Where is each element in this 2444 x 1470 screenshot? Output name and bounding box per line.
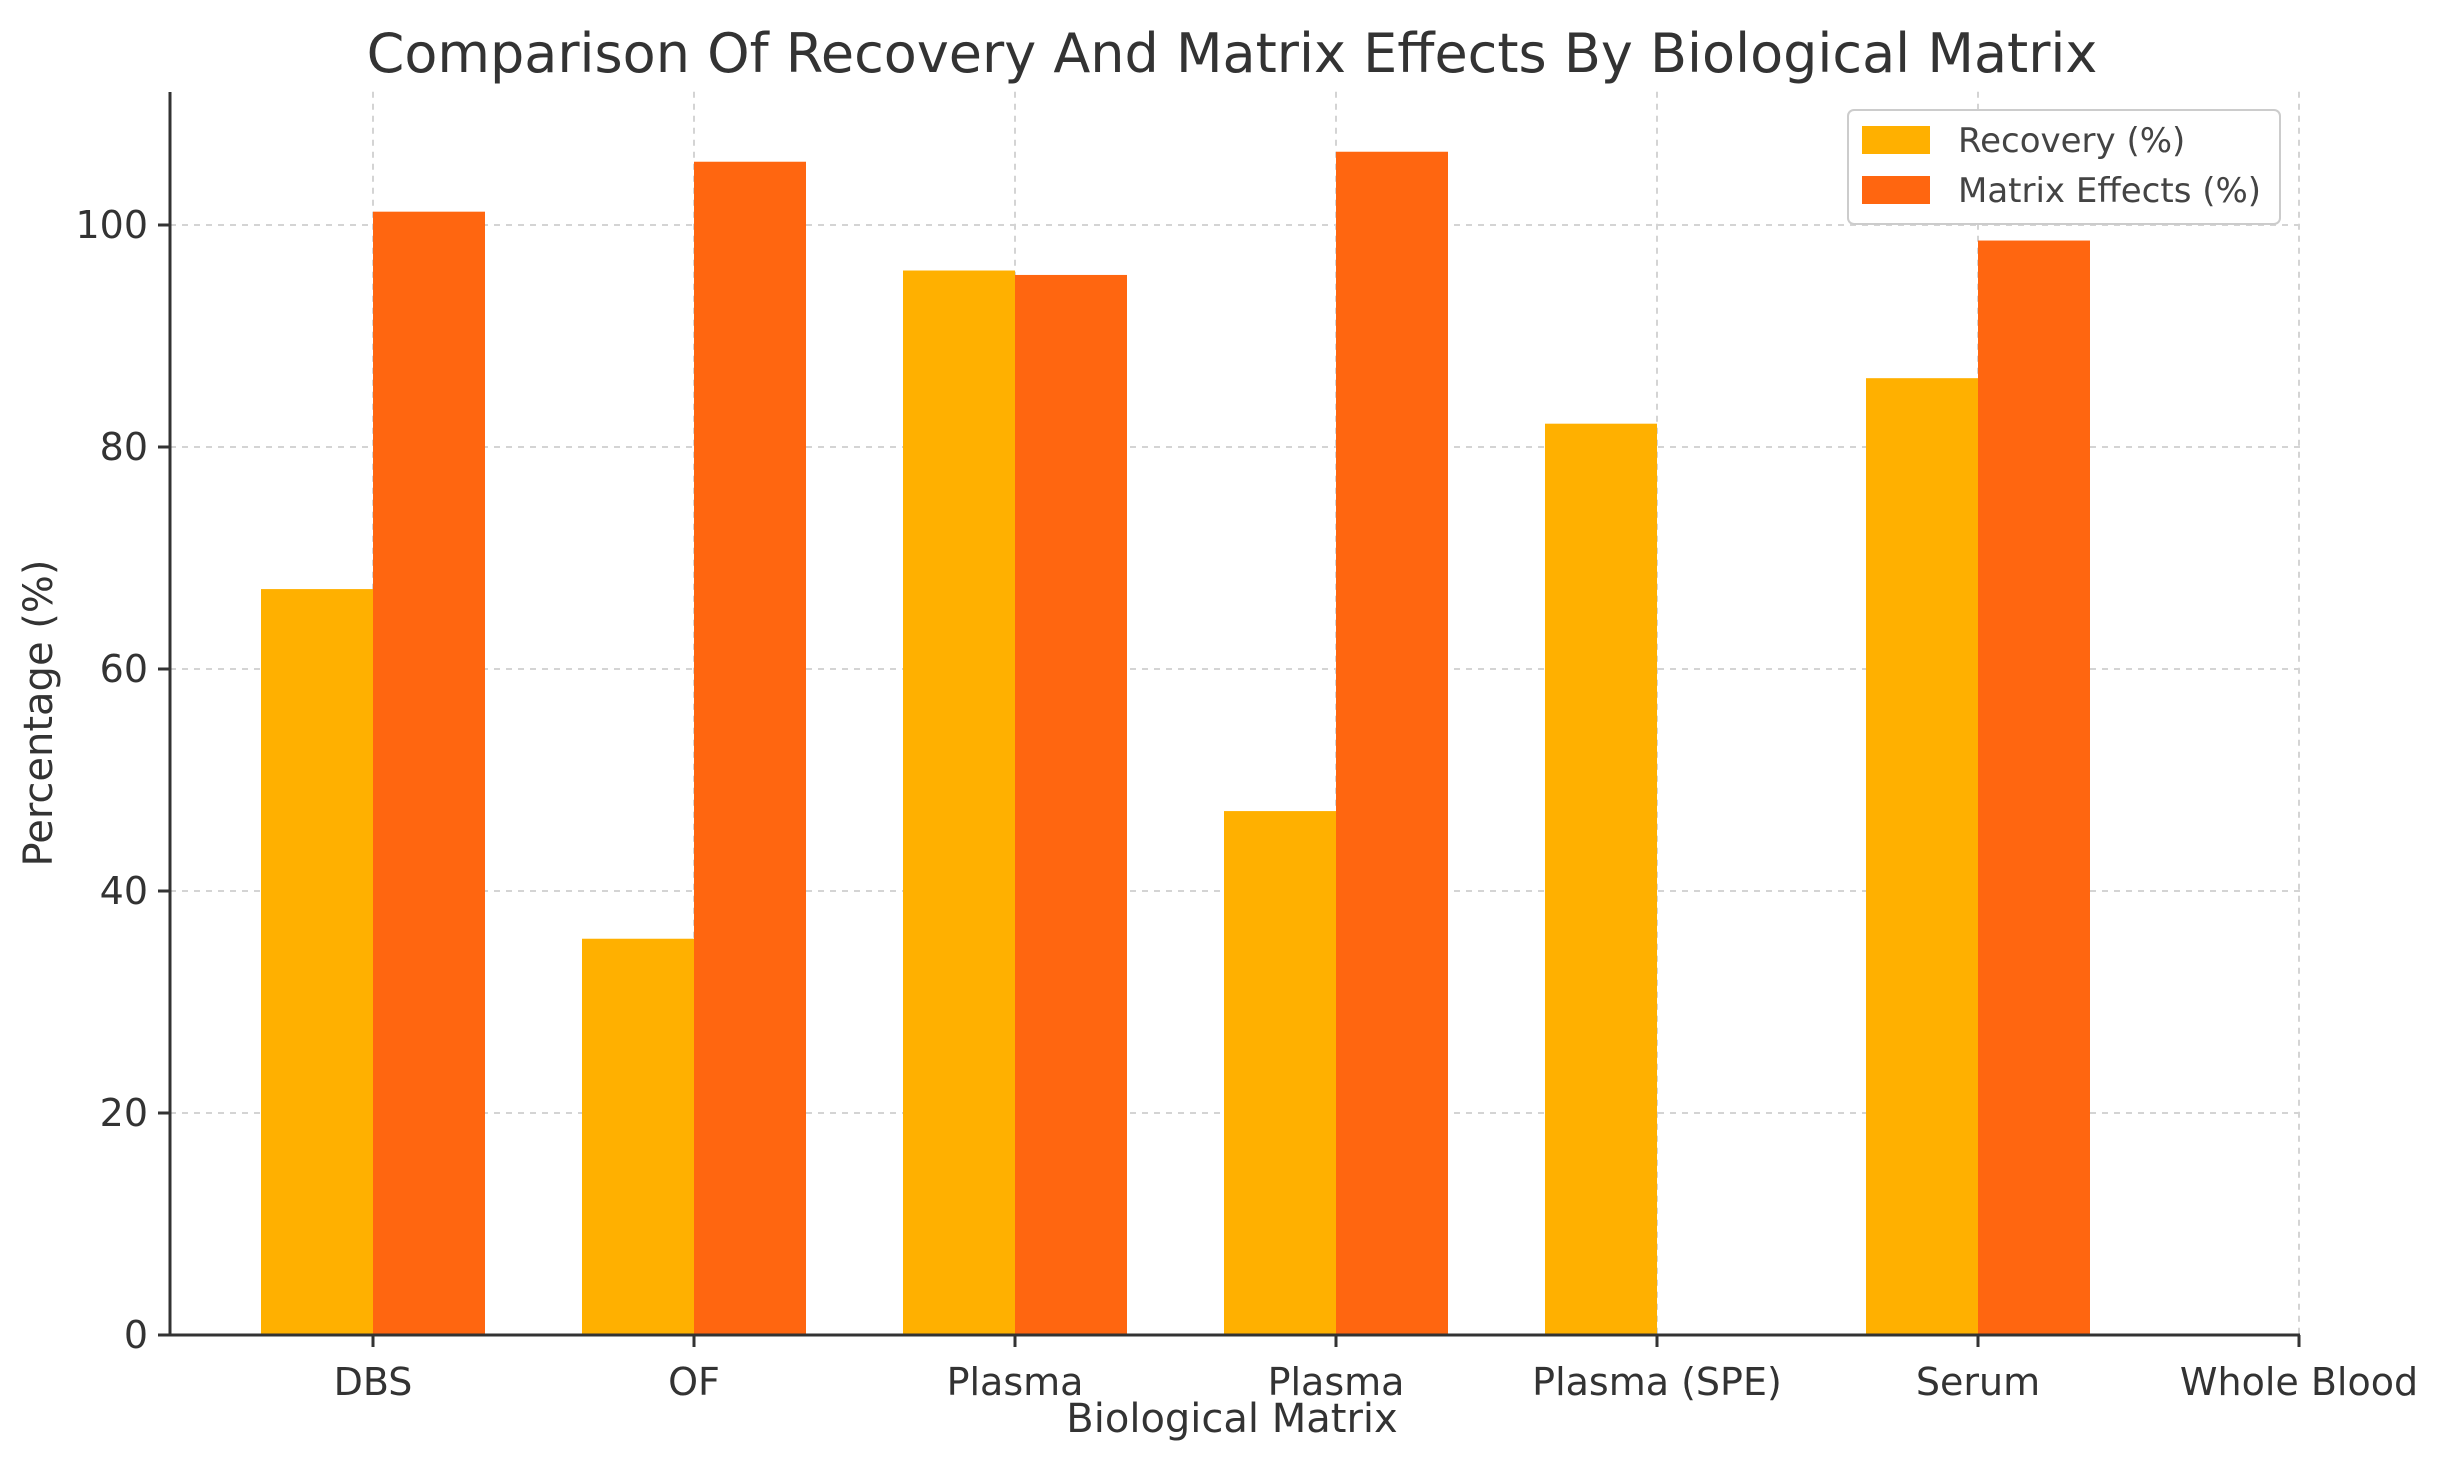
matrix-effects-bar <box>1015 274 1127 1336</box>
y-tick-label: 60 <box>100 647 148 691</box>
x-tick-label: Plasma <box>1268 1360 1405 1404</box>
bars-layer <box>261 151 2090 1336</box>
recovery-bar <box>903 270 1015 1335</box>
legend-box <box>1847 109 2281 225</box>
x-tick-label: Plasma <box>947 1360 1084 1404</box>
x-tick-label: Plasma (SPE) <box>1532 1360 1782 1404</box>
legend-label-recovery: Recovery (%) <box>1958 121 2185 161</box>
x-tick-label: OF <box>668 1360 720 1404</box>
recovery-bar <box>1866 378 1978 1335</box>
legend-swatch-matrix-effects <box>1862 176 1930 204</box>
matrix-effects-bar <box>1336 151 1448 1336</box>
y-tick-label: 100 <box>75 203 148 247</box>
y-axis-label: Percentage (%) <box>16 560 62 867</box>
axes-layer <box>168 92 2300 1337</box>
x-tick-labels: DBS OF Plasma Plasma Plasma (SPE) Serum Whole … <box>334 1335 2418 1404</box>
y-tick-labels: 0 20 40 60 80 100 <box>75 203 170 1357</box>
legend-label-matrix-effects: Matrix Effects (%) <box>1958 171 2261 211</box>
matrix-effects-bar <box>373 211 485 1336</box>
x-tick-label: DBS <box>334 1360 413 1404</box>
matrix-effects-bar <box>1978 240 2090 1335</box>
y-tick-label: 20 <box>100 1091 148 1135</box>
recovery-bar <box>582 938 694 1335</box>
chart-title: Comparison Of Recovery And Matrix Effect… <box>367 22 2098 85</box>
y-tick-label: 0 <box>124 1313 148 1357</box>
legend: Recovery (%) Matrix Effects (%) <box>1847 109 2281 225</box>
legend-swatch-recovery <box>1862 126 1930 154</box>
recovery-bar <box>1224 811 1336 1335</box>
x-tick-label: Serum <box>1916 1360 2040 1404</box>
x-axis-label: Biological Matrix <box>1066 1396 1397 1442</box>
recovery-bar <box>261 589 373 1335</box>
recovery-bar <box>1545 423 1657 1335</box>
y-tick-label: 80 <box>100 425 148 469</box>
matrix-effects-bar <box>694 161 806 1336</box>
x-tick-label: Whole Blood <box>2180 1360 2418 1404</box>
y-tick-label: 40 <box>100 869 148 913</box>
